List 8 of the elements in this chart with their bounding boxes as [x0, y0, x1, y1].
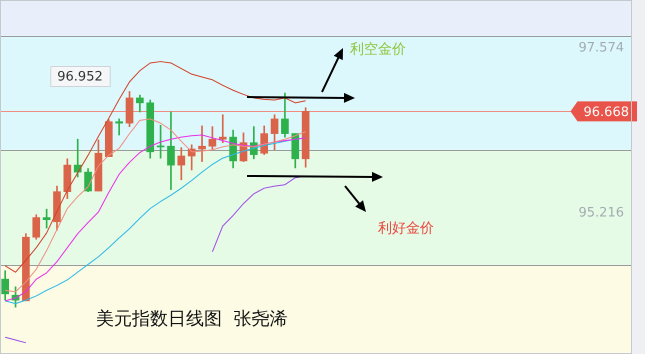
- annotation: 96.952: [57, 69, 103, 84]
- annotation: 利好金价: [378, 220, 434, 237]
- candlestick: [198, 126, 206, 162]
- y-tick-label: 95.216: [578, 205, 624, 220]
- ref-line-label: 96.668: [584, 104, 630, 120]
- y-tick-label: 97.574: [578, 40, 624, 56]
- annotation: 利空金价: [350, 42, 406, 58]
- text: 美元指数日线图 张尧浠: [96, 308, 288, 330]
